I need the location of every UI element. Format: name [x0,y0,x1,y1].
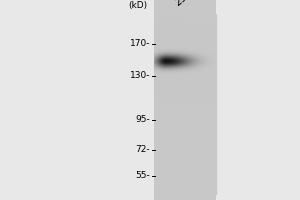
Text: 55-: 55- [135,171,150,180]
Text: 293: 293 [174,0,195,8]
Text: (kD): (kD) [128,1,148,10]
Text: 170-: 170- [130,40,150,48]
Text: 130-: 130- [130,72,150,80]
Text: 72-: 72- [135,146,150,154]
Text: 95-: 95- [135,116,150,124]
Bar [154,14,216,194]
